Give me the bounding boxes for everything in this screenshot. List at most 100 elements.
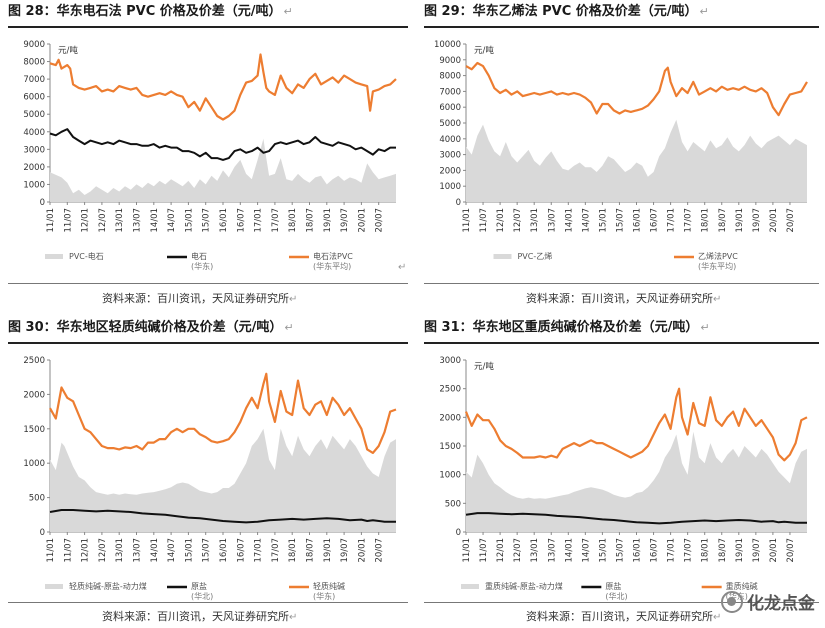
x-tick-label: 16/01 [633, 208, 643, 233]
x-tick-label: 17/01 [254, 208, 264, 233]
x-tick-label: 11/07 [479, 538, 489, 563]
series-area [50, 428, 396, 532]
x-tick-label: 11/07 [63, 538, 73, 563]
bottom-rule [8, 602, 408, 603]
x-tick-label: 15/07 [202, 208, 212, 233]
x-tick-label: 11/01 [46, 538, 56, 563]
return-mark: ↵ [398, 262, 407, 273]
panel-fig28: 图 28：华东电石法 PVC 价格及价差（元/吨） ↵ 0 1000 2000 3000… [8, 0, 408, 310]
x-tick-label: 20/07 [786, 538, 796, 563]
x-tick-label: 15/01 [598, 208, 608, 233]
x-tick-label: 12/07 [98, 208, 108, 233]
x-tick-label: 11/07 [479, 208, 489, 233]
x-tick-label: 20/07 [375, 538, 385, 563]
bottom-rule [424, 602, 819, 603]
y-tick-label: 1500 [23, 425, 45, 435]
series-line-orange [465, 61, 808, 117]
legend-label: PVC-电石 [69, 251, 104, 261]
x-tick-label: 12/01 [496, 208, 506, 233]
y-tick-label: 500 [29, 494, 45, 504]
series-line-black [49, 509, 396, 524]
x-tick-label: 14/01 [564, 208, 574, 233]
x-tick-label: 14/01 [564, 538, 574, 563]
x-tick-label: 13/07 [547, 538, 557, 563]
brand-logo-icon [721, 590, 743, 613]
x-tick-label: 15/07 [615, 208, 625, 233]
y-tick-label: 2500 [23, 356, 45, 366]
x-tick-label: 14/07 [167, 208, 177, 233]
x-tick-label: 20/01 [357, 538, 367, 563]
legend-sublabel: (华北) [191, 591, 213, 601]
x-tick-label: 15/01 [598, 538, 608, 563]
legend-label: 重质纯碱 [726, 581, 758, 591]
bottom-rule [424, 283, 819, 284]
x-tick-label: 19/07 [340, 208, 350, 233]
y-tick-label: 1500 [439, 442, 461, 452]
series-area [466, 119, 807, 202]
x-tick-label: 19/07 [752, 208, 762, 233]
y-tick-label: 3000 [439, 356, 461, 366]
y-tick-label: 1000 [439, 182, 461, 192]
x-tick-label: 18/07 [306, 538, 316, 563]
unit-label: 元/吨 [474, 45, 494, 56]
y-tick-label: 2000 [439, 413, 461, 423]
series-line-orange [464, 387, 808, 462]
x-tick-label: 17/07 [271, 208, 281, 233]
x-tick-label: 17/07 [684, 208, 694, 233]
bottom-rule [8, 283, 408, 284]
series-line-orange [49, 53, 397, 121]
legend-label: 轻质纯碱 [313, 581, 345, 591]
x-tick-label: 12/07 [513, 538, 523, 563]
return-mark: ↵ [284, 321, 294, 334]
legend-label: 电石法PVC [313, 251, 353, 261]
x-tick-label: 16/07 [236, 208, 246, 233]
x-tick-label: 12/01 [496, 538, 506, 563]
x-tick-label: 19/01 [323, 538, 333, 563]
x-tick-label: 16/07 [236, 538, 246, 563]
y-tick-label: 9000 [439, 56, 461, 66]
series-area [50, 138, 396, 202]
y-tick-label: 9000 [23, 40, 45, 50]
series-area [466, 431, 807, 532]
x-tick-label: 20/01 [357, 208, 367, 233]
y-tick-label: 8000 [23, 58, 45, 68]
panel-title: 图 30：华东地区轻质纯碱价格及价差（元/吨） ↵ [8, 320, 294, 335]
x-tick-label: 15/01 [184, 208, 194, 233]
title-rule [8, 342, 408, 344]
x-tick-label: 16/07 [650, 538, 660, 563]
y-tick-label: 0 [456, 528, 461, 538]
y-tick-label: 8000 [439, 72, 461, 82]
x-tick-label: 20/07 [375, 208, 385, 233]
series-line-orange [49, 372, 397, 454]
x-tick-label: 14/07 [581, 538, 591, 563]
x-tick-label: 19/01 [323, 208, 333, 233]
x-tick-label: 12/07 [98, 538, 108, 563]
x-tick-label: 17/01 [667, 538, 677, 563]
x-tick-label: 18/01 [701, 208, 711, 233]
y-tick-label: 0 [40, 198, 45, 208]
x-tick-label: 18/01 [288, 208, 298, 233]
x-tick-label: 18/01 [288, 538, 298, 563]
legend-label: 乙烯法PVC [698, 251, 738, 261]
x-tick-label: 15/07 [615, 538, 625, 563]
series-line-black [49, 128, 396, 161]
source-note: 资料来源：百川资讯，天风证券研究所↵ [102, 610, 298, 623]
legend-swatch-area [45, 254, 63, 259]
y-tick-label: 3000 [23, 145, 45, 155]
x-tick-label: 16/01 [219, 538, 229, 563]
x-tick-label: 17/01 [667, 208, 677, 233]
legend-label: PVC-乙烯 [517, 251, 552, 261]
x-tick-label: 20/01 [769, 538, 779, 563]
panel-title: 图 31：华东地区重质纯碱价格及价差（元/吨） ↵ [424, 320, 710, 335]
y-tick-label: 0 [40, 528, 45, 538]
chart-fig31: 0 500 1000 1500 2000 2500 3000 元/吨 11/01 11/07 12/… [439, 356, 808, 601]
y-tick-label: 5000 [23, 110, 45, 120]
x-tick-label: 18/07 [718, 208, 728, 233]
x-tick-label: 18/07 [306, 208, 316, 233]
panel-title: 图 28：华东电石法 PVC 价格及价差（元/吨） ↵ [8, 4, 293, 19]
y-tick-label: 7000 [439, 87, 461, 97]
y-tick-label: 5000 [439, 119, 461, 129]
x-tick-label: 13/07 [133, 538, 143, 563]
legend-label: 轻质纯碱-原盐-动力煤 [69, 581, 147, 591]
source-note: 资料来源：百川资讯，天风证券研究所↵ [102, 292, 298, 305]
